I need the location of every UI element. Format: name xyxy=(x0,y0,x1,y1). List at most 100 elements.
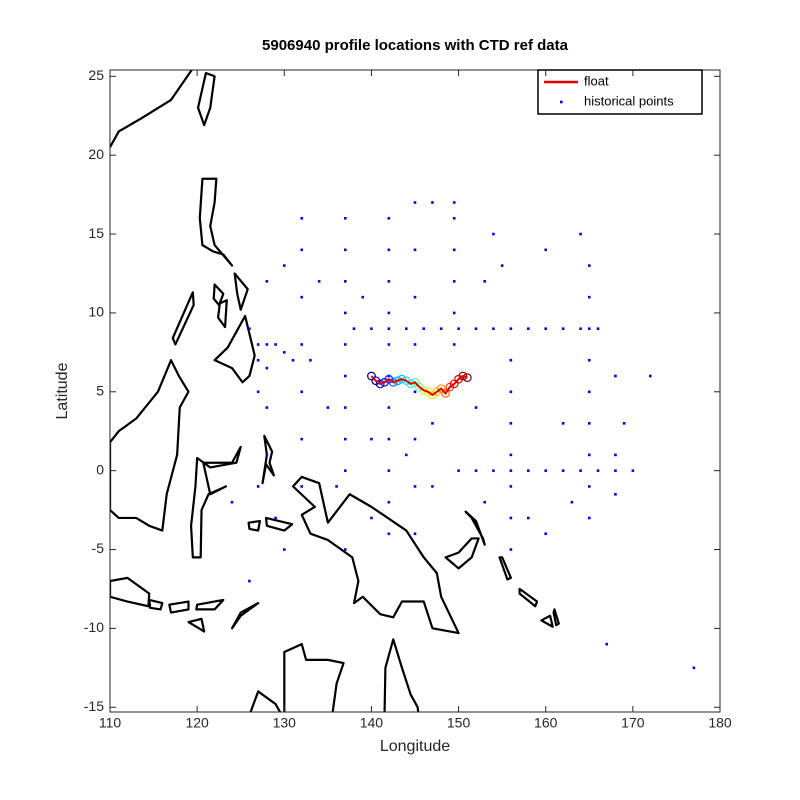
historical-point xyxy=(474,327,478,330)
y-tick-label: -5 xyxy=(92,540,105,556)
coastline xyxy=(235,273,248,309)
historical-point xyxy=(265,406,269,409)
historical-point xyxy=(614,493,617,496)
historical-point xyxy=(265,366,269,370)
historical-point xyxy=(526,327,530,330)
legend-label: historical points xyxy=(584,93,674,108)
coastline xyxy=(446,538,479,568)
legend-box xyxy=(537,69,703,115)
historical-point xyxy=(404,327,408,330)
historical-point xyxy=(587,485,591,488)
float-profile xyxy=(414,382,424,392)
historical-point xyxy=(648,374,652,378)
historical-point xyxy=(387,532,391,536)
historical-point xyxy=(561,469,565,472)
historical-point xyxy=(413,532,417,536)
historical-point xyxy=(387,406,391,409)
historical-point xyxy=(343,216,347,220)
coastline xyxy=(215,316,255,382)
historical-point xyxy=(431,422,434,425)
historical-point xyxy=(387,248,391,252)
historical-point xyxy=(587,264,591,267)
historical-point xyxy=(248,327,251,330)
historical-point xyxy=(230,500,234,504)
historical-point xyxy=(343,548,347,551)
historical-point xyxy=(291,358,295,362)
historical-point xyxy=(387,500,391,504)
coastline xyxy=(466,512,485,545)
historical-point xyxy=(256,343,260,346)
historical-point xyxy=(387,327,391,330)
historical-point xyxy=(422,327,426,330)
historical-point xyxy=(387,469,391,472)
historical-point xyxy=(361,295,365,299)
historical-point xyxy=(587,516,591,520)
coastlines xyxy=(110,60,559,723)
float-profile xyxy=(458,371,468,381)
historical-point xyxy=(500,264,504,267)
x-tick-label: 140 xyxy=(360,715,384,731)
historical-point xyxy=(483,500,487,504)
historical-point xyxy=(474,406,478,409)
historical-point xyxy=(605,642,609,646)
coastline xyxy=(149,600,162,609)
historical-point xyxy=(509,358,513,362)
historical-point xyxy=(579,327,582,330)
coastline xyxy=(266,518,292,531)
coastline xyxy=(249,521,260,530)
historical-point xyxy=(457,327,460,330)
historical-point xyxy=(509,453,513,457)
x-tick-label: 180 xyxy=(708,715,732,731)
historical-point xyxy=(343,406,347,409)
x-tick-label: 150 xyxy=(447,715,471,731)
historical-point xyxy=(544,532,548,536)
coastline xyxy=(541,616,552,627)
historical-point xyxy=(300,343,304,346)
coastline xyxy=(520,589,537,606)
historical-point xyxy=(526,516,530,520)
float-profile xyxy=(393,376,402,386)
coastline xyxy=(293,477,459,633)
historical-point xyxy=(248,579,251,583)
historical-point xyxy=(587,422,591,425)
historical-point xyxy=(413,390,417,394)
historical-point xyxy=(387,280,391,283)
historical-point xyxy=(431,201,434,204)
historical-point xyxy=(492,232,495,236)
marks xyxy=(230,201,696,670)
historical-point xyxy=(413,437,417,441)
coastline xyxy=(198,73,215,125)
historical-point xyxy=(526,469,530,472)
historical-point xyxy=(387,311,391,315)
historical-point xyxy=(309,358,312,362)
historical-point xyxy=(614,374,617,378)
float-profile xyxy=(441,388,450,398)
historical-point xyxy=(265,280,269,283)
legend-label: float xyxy=(584,73,609,88)
float-profile xyxy=(428,390,437,400)
historical-point xyxy=(614,453,617,457)
historical-point xyxy=(579,469,582,472)
legend-swatch xyxy=(560,100,563,104)
float-track xyxy=(370,374,468,397)
float-profile xyxy=(384,374,394,384)
historical-point xyxy=(457,469,460,472)
float-profile xyxy=(401,376,411,386)
historical-point xyxy=(561,422,565,425)
historical-point xyxy=(352,327,356,330)
historical-point xyxy=(387,216,391,220)
historical-point xyxy=(509,422,513,425)
coastline xyxy=(554,609,559,625)
coastline xyxy=(169,602,188,613)
historical-point xyxy=(544,327,548,330)
historical-point xyxy=(614,469,617,472)
y-tick-label: 15 xyxy=(88,225,104,241)
coastline xyxy=(200,179,232,266)
y-axis-label: Latitude xyxy=(54,362,71,419)
x-tick-label: 120 xyxy=(185,715,209,731)
float-profile xyxy=(406,379,416,389)
historical-point xyxy=(587,358,591,362)
historical-point xyxy=(370,327,373,330)
float-profile xyxy=(423,387,433,397)
